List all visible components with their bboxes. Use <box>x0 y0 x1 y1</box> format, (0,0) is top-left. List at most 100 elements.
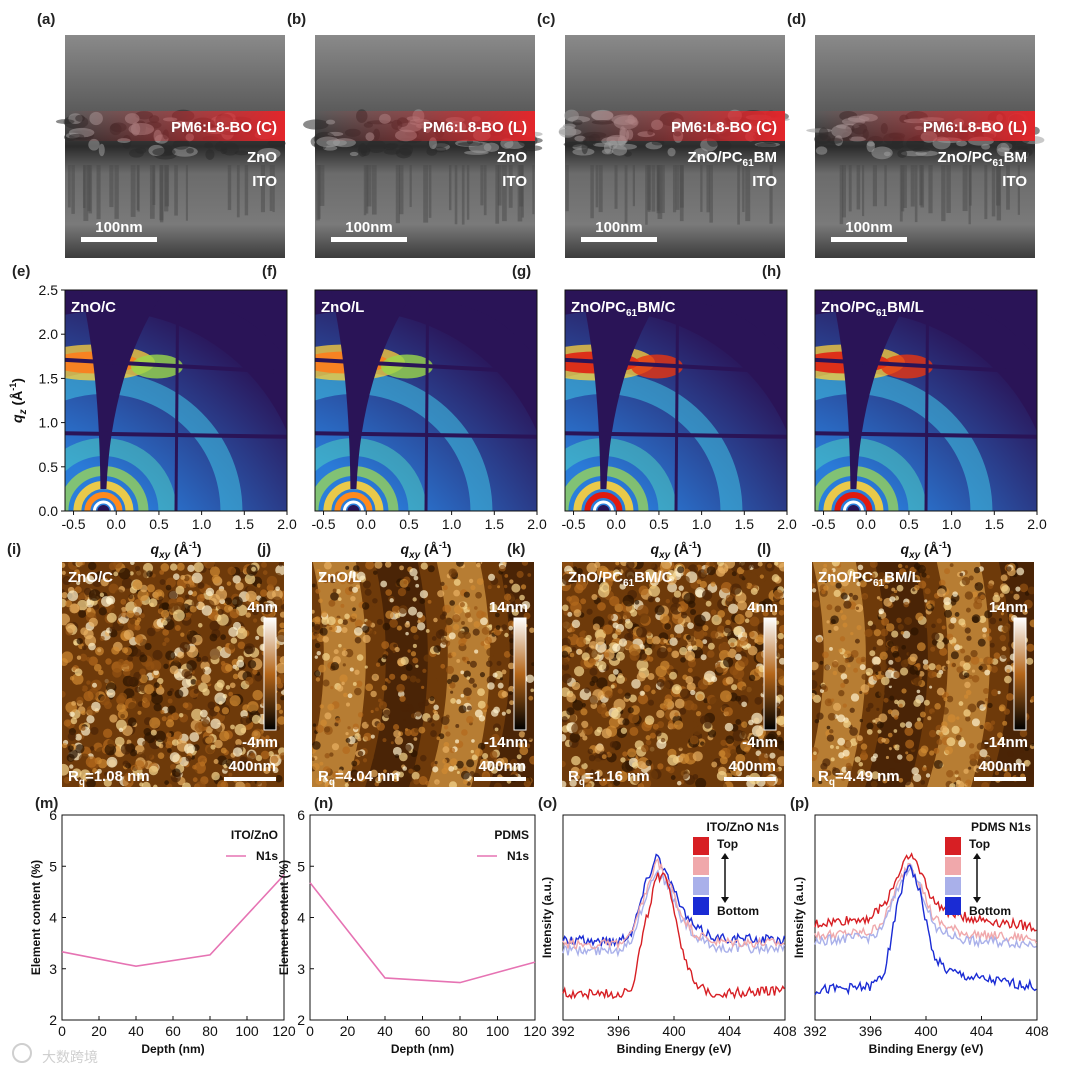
afm-grain <box>254 673 263 682</box>
afm-grain <box>90 726 99 735</box>
afm-grain <box>671 596 680 604</box>
panel-label: (c) <box>537 11 555 28</box>
afm-grain <box>894 645 899 650</box>
x-axis-label-q: q <box>400 541 409 557</box>
afm-grain <box>709 562 715 567</box>
afm-grain <box>75 684 83 692</box>
afm-grain <box>984 610 993 619</box>
afm-map <box>812 562 1034 787</box>
afm-grain <box>710 609 717 616</box>
afm-grain <box>704 754 715 765</box>
afm-grain <box>352 607 356 612</box>
afm-grain <box>151 692 163 705</box>
roughness-label-main: R <box>568 768 579 785</box>
sem-column <box>174 165 178 216</box>
sem-column <box>996 165 1001 206</box>
afm-grain <box>944 666 948 671</box>
afm-grain <box>626 632 633 639</box>
afm-grain <box>230 637 238 644</box>
afm-grain <box>109 626 115 633</box>
afm-grain <box>878 616 882 620</box>
afm-grain <box>659 562 671 572</box>
afm-grain <box>707 729 717 738</box>
afm-grain <box>777 632 784 640</box>
giwaxs-ring <box>834 492 873 511</box>
afm-grain <box>203 562 215 569</box>
afm-grain <box>838 689 845 697</box>
sem-column <box>745 165 751 222</box>
afm-grain <box>636 672 646 682</box>
afm-grain <box>812 661 819 671</box>
afm-grain <box>826 725 831 730</box>
afm-grain <box>89 746 95 751</box>
afm-grain <box>749 616 760 627</box>
afm-grain <box>995 741 1001 747</box>
afm-grain <box>65 622 76 633</box>
afm-grain <box>193 688 199 694</box>
afm-grain <box>674 624 684 634</box>
afm-grain <box>695 710 702 717</box>
afm-grain <box>987 583 994 589</box>
afm-grain <box>858 761 864 767</box>
afm-grain <box>674 712 679 717</box>
afm-grain <box>571 722 583 735</box>
afm-grain <box>931 632 940 641</box>
afm-grain <box>461 729 468 736</box>
afm-grain <box>191 708 204 721</box>
afm-grain <box>470 749 474 754</box>
panel-label: (j) <box>257 541 271 558</box>
afm-grain <box>889 695 895 701</box>
afm-grain <box>645 759 652 767</box>
sem-grain <box>611 145 628 156</box>
scale-label: 400nm <box>978 758 1026 775</box>
afm-grain <box>178 712 184 718</box>
scale-bar <box>474 777 526 781</box>
x-tick-label: 100 <box>486 1023 510 1039</box>
roughness-label-main: R <box>68 768 79 785</box>
afm-grain <box>121 577 133 589</box>
afm-grain <box>664 623 671 630</box>
afm-grain <box>831 660 839 668</box>
afm-grain <box>351 586 359 593</box>
afm-grain <box>370 769 378 778</box>
afm-grain <box>651 689 656 695</box>
afm-grain <box>189 605 197 613</box>
afm-grain <box>829 580 836 586</box>
panel-label: (g) <box>512 263 531 280</box>
afm-grain <box>169 752 180 763</box>
afm-grain <box>85 575 95 585</box>
afm-grain <box>417 619 421 624</box>
afm-grain <box>527 573 532 577</box>
afm-grain <box>906 753 914 762</box>
afm-grain <box>408 606 418 616</box>
afm-grain <box>979 749 988 758</box>
afm-grain <box>471 754 478 761</box>
afm-grain <box>481 626 490 635</box>
afm-grain <box>891 630 899 638</box>
afm-grain <box>342 746 351 755</box>
afm-grain <box>421 685 425 690</box>
afm-grain <box>850 631 854 636</box>
afm-grain <box>693 628 705 640</box>
sem-column <box>565 165 569 212</box>
afm-grain <box>107 739 115 747</box>
legend-label: N1s <box>507 849 529 863</box>
afm-grain <box>367 753 374 761</box>
afm-grain <box>845 762 852 769</box>
afm-grain <box>837 737 846 746</box>
afm-grain <box>378 701 388 710</box>
afm-grain <box>157 677 164 685</box>
afm-grain <box>643 684 651 692</box>
afm-grain <box>871 763 877 770</box>
afm-grain <box>268 739 278 749</box>
afm-grain <box>776 694 784 702</box>
afm-grain <box>86 715 95 724</box>
afm-grain <box>86 657 91 662</box>
sem-column <box>480 165 484 206</box>
afm-grain <box>244 782 251 787</box>
afm-grain <box>341 626 348 633</box>
afm-grain <box>880 676 890 686</box>
afm-grain <box>153 703 162 712</box>
